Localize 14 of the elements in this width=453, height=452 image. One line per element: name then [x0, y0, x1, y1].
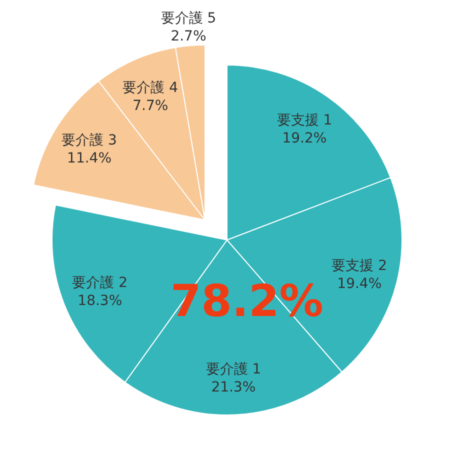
slice-label: 要介護 5	[160, 10, 216, 27]
slice-label: 要介護 2	[72, 274, 128, 291]
slice-label: 要支援 1	[276, 112, 332, 129]
data-label: 2.7%	[170, 28, 206, 45]
slice-label: 要介護 1	[206, 361, 262, 378]
data-label: 11.4%	[67, 150, 112, 167]
data-label: 18.3%	[78, 292, 122, 309]
data-label: 19.4%	[337, 276, 382, 292]
data-label: 7.7%	[132, 98, 168, 114]
data-label: 19.2%	[282, 130, 327, 147]
slice-label: 要介護 4	[122, 80, 178, 96]
slice-label: 要支援 2	[332, 258, 388, 274]
slice-label: 要介護 3	[62, 132, 117, 149]
data-label: 21.3%	[211, 379, 256, 396]
